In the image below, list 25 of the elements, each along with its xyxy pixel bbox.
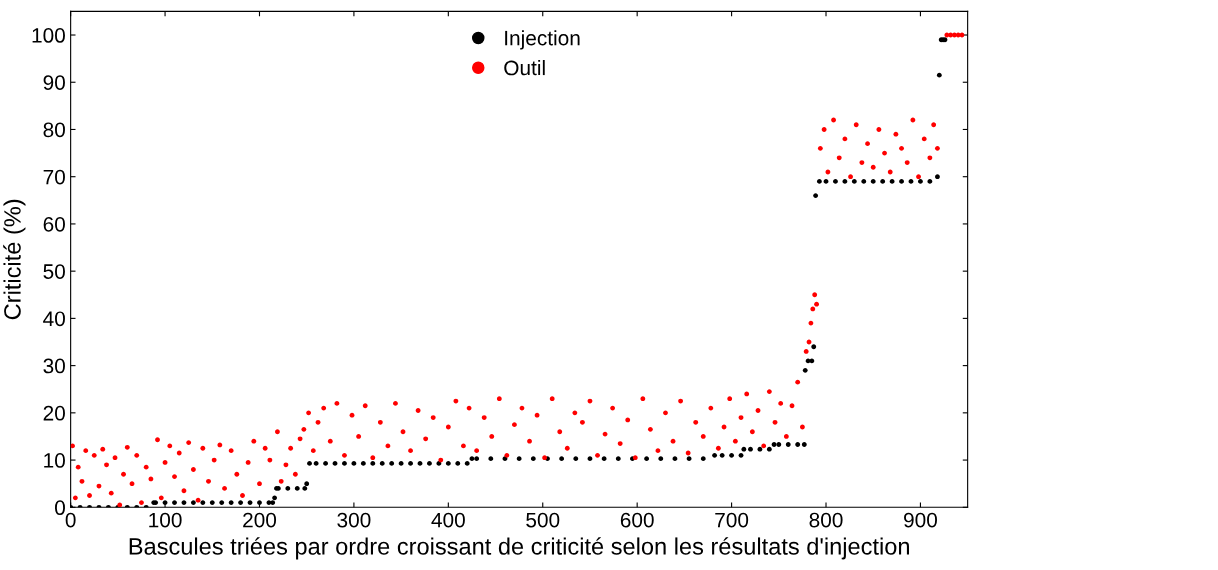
- y-tick-label: 10: [44, 453, 65, 468]
- x-tick-label: 900: [904, 512, 937, 528]
- legend-label: Outil: [504, 59, 545, 76]
- x-tick-label: 800: [809, 512, 843, 528]
- x-tick-label: 700: [715, 512, 749, 528]
- x-axis-title: Bascules triées par ordre croissant de criticité selon les résultats d'injection: [129, 537, 909, 560]
- x-tick-label: 300: [337, 512, 371, 528]
- y-axis-title: Criticité (%): [3, 199, 26, 320]
- x-tick-label: 400: [431, 512, 465, 528]
- y-tick-label: 60: [43, 216, 65, 232]
- x-tick-label: 500: [526, 512, 560, 528]
- y-tick-label: 0: [55, 500, 65, 516]
- y-tick-label: 30: [43, 358, 65, 374]
- y-tick-label: 20: [43, 405, 65, 421]
- y-tick-label: 90: [43, 75, 65, 90]
- y-tick-label: 70: [43, 169, 65, 185]
- x-tick-label: 0: [65, 512, 76, 528]
- legend-label: Injection: [505, 30, 580, 50]
- y-tick-label: 40: [43, 311, 65, 327]
- y-tick-label: 50: [43, 264, 65, 279]
- x-tick-label: 600: [620, 512, 654, 528]
- x-tick-label: 100: [149, 512, 182, 528]
- y-tick-label: 100: [32, 28, 65, 43]
- y-tick-label: 80: [43, 122, 65, 138]
- x-tick-label: 200: [243, 512, 277, 528]
